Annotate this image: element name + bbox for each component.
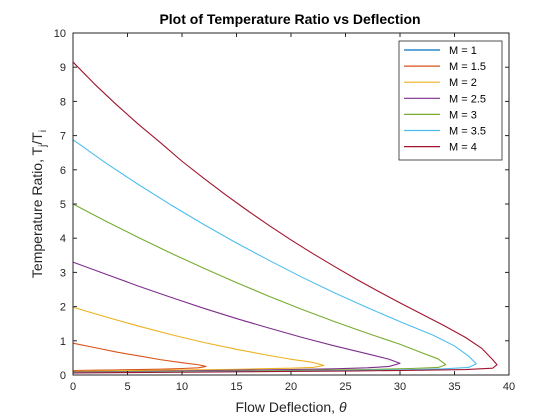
chart-title: Plot of Temperature Ratio vs Deflection — [159, 11, 420, 27]
y-tick-label: 7 — [60, 131, 66, 143]
x-tick-label: 15 — [230, 381, 242, 393]
legend: M = 1 M = 1.5 M = 2 M = 2.5 M = 3 M = 3.5 M = … — [398, 40, 503, 161]
series-line-2 — [72, 342, 207, 372]
series-line-3 — [72, 306, 325, 372]
x-axis-label: Flow Deflection, θ — [235, 399, 346, 415]
y-tick-label: 4 — [60, 233, 66, 245]
y-tick-label: 3 — [60, 267, 66, 279]
y-tick-label: 10 — [54, 28, 66, 40]
legend-label: M = 1 — [449, 45, 477, 57]
x-tick-label: 0 — [70, 381, 76, 393]
x-tick-label: 5 — [124, 381, 130, 393]
series-line-5 — [72, 203, 447, 373]
legend-box — [398, 40, 503, 161]
legend-label: M = 3 — [449, 109, 477, 121]
y-axis-label: Temperature Ratio, Tj/Ti — [29, 130, 49, 278]
x-tick-label: 35 — [448, 381, 460, 393]
y-axis-label-sub1: j — [38, 145, 49, 148]
legend-entries: M = 1 M = 1.5 M = 2 M = 2.5 M = 3 M = 3.5 M = … — [404, 45, 486, 154]
series-layer — [72, 61, 498, 374]
x-axis-label-main: Flow Deflection, — [235, 399, 338, 415]
y-tick-label: 1 — [60, 336, 66, 348]
legend-label: M = 2.5 — [449, 93, 486, 105]
y-axis-label-sub2: i — [38, 130, 49, 132]
x-tick-label: 20 — [285, 381, 297, 393]
series-line-4 — [72, 261, 401, 373]
x-axis-label-symbol: θ — [339, 399, 347, 415]
y-tick-label: 6 — [60, 165, 66, 177]
legend-label: M = 1.5 — [449, 61, 486, 73]
y-axis-label-slash: /T — [29, 132, 45, 145]
x-tick-label: 10 — [176, 381, 188, 393]
legend-label: M = 4 — [449, 142, 477, 154]
y-axis-ticks: 0 1 2 3 4 5 6 7 8 9 10 — [54, 28, 509, 382]
x-tick-label: 30 — [394, 381, 406, 393]
legend-label: M = 3.5 — [449, 126, 486, 138]
y-axis-label-main: Temperature Ratio, T — [29, 146, 45, 278]
y-tick-label: 9 — [60, 62, 66, 74]
y-tick-label: 8 — [60, 96, 66, 108]
series-line-7 — [72, 61, 498, 374]
y-tick-label: 5 — [60, 199, 66, 211]
legend-label: M = 2 — [449, 77, 477, 89]
x-tick-label: 40 — [503, 381, 515, 393]
x-tick-label: 25 — [339, 381, 351, 393]
x-axis-ticks: 0 5 10 15 20 25 30 35 40 — [70, 33, 515, 393]
y-tick-label: 0 — [60, 370, 66, 382]
y-tick-label: 2 — [60, 302, 66, 314]
